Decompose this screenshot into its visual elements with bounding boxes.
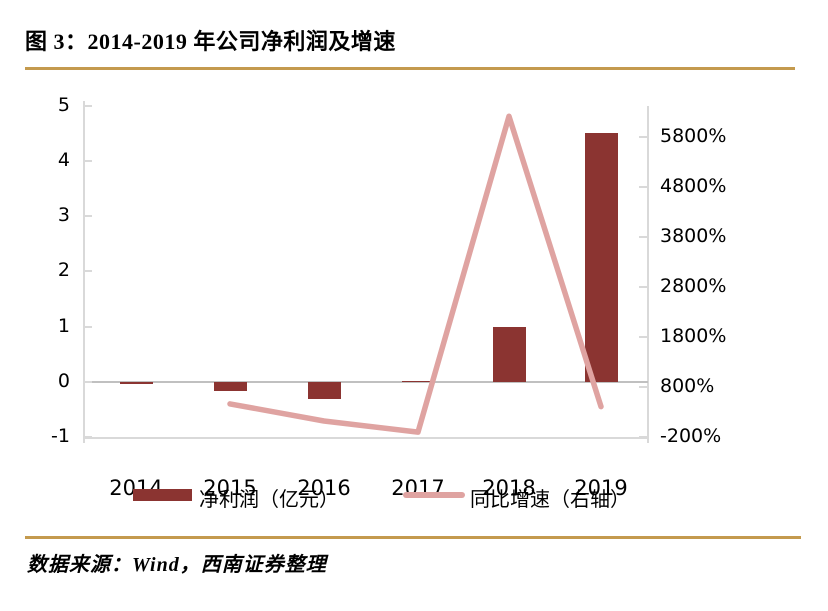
x-axis-label: 2019 (574, 476, 628, 500)
net-profit-bar (307, 382, 341, 399)
net-profit-bar (213, 382, 247, 392)
net-profit-bar (119, 382, 153, 384)
right-axis-tick-label: 5800% (660, 125, 727, 147)
plot-bottom-line (84, 437, 648, 439)
left-axis-tick (84, 159, 92, 162)
left-axis-tick-label: 5 (57, 93, 70, 116)
left-axis-tick (84, 270, 92, 273)
right-axis-tick-label: -200% (660, 425, 722, 447)
x-axis-label: 2016 (297, 476, 351, 500)
left-axis-tick (84, 325, 92, 328)
net-profit-legend-label: 净利润（亿元） (199, 489, 339, 511)
right-axis-tick-label: 2800% (660, 275, 727, 297)
left-axis-tick-label: 4 (57, 148, 70, 171)
right-axis-tick-label: 1800% (660, 325, 727, 347)
right-axis-tick-label: 4800% (660, 175, 727, 197)
x-axis-label: 2015 (203, 476, 257, 500)
left-axis-tick-label: 0 (57, 370, 70, 392)
footer-rule (25, 536, 801, 539)
figure-title: 图 3：2014-2019 年公司净利润及增速 (25, 29, 396, 54)
zero-baseline (84, 381, 648, 383)
right-axis-tick-label: 800% (660, 375, 715, 397)
right-axis-tick (639, 336, 647, 338)
left-axis-tick-label: -1 (51, 425, 70, 448)
left-axis-tick (84, 436, 92, 439)
right-axis-tick (639, 386, 647, 388)
legend: 净利润（亿元） 同比增速（右轴） (133, 483, 733, 511)
right-axis-tick (639, 286, 647, 288)
left-axis-tick-label: 2 (57, 259, 70, 282)
x-axis-label: 2018 (482, 476, 536, 500)
left-axis-tick-label: 1 (57, 314, 70, 337)
net-profit-bar (584, 133, 618, 382)
title-underline-rule (25, 67, 795, 70)
left-axis-tick (84, 381, 92, 383)
right-axis-tick (639, 436, 647, 438)
growth-legend-label: 同比增速（右轴） (470, 489, 630, 511)
right-axis-tick-label: 3800% (660, 225, 727, 247)
left-axis-tick (84, 104, 92, 107)
chart-area: 5 4 3 2 1 0 -1 5800% 4800% 3800% 2800% 1800% 800% -20… (0, 80, 828, 499)
net-profit-bar (492, 326, 526, 382)
left-axis-tick-label: 3 (57, 204, 70, 227)
net-profit-bar (401, 380, 435, 382)
net-profit-legend-swatch (133, 489, 192, 501)
right-axis-line (647, 106, 649, 443)
right-axis-tick (639, 236, 647, 238)
left-axis-tick (84, 215, 92, 218)
right-axis-tick (639, 186, 647, 188)
growth-legend-swatch (403, 492, 465, 498)
data-source-note: 数据来源：Wind，西南证券整理 (27, 554, 327, 576)
right-axis-tick (639, 136, 647, 138)
